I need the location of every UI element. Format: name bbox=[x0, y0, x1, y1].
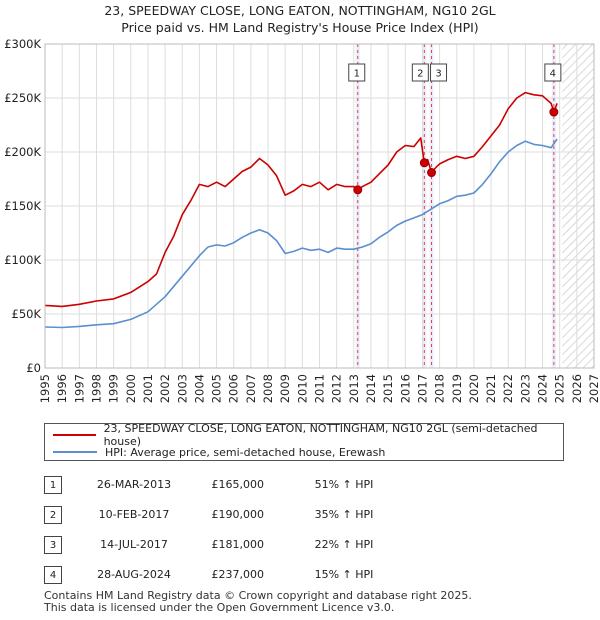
marker-label-box bbox=[348, 63, 366, 82]
x-tick-label: 1995 bbox=[38, 374, 52, 403]
x-tick-label: 2012 bbox=[330, 374, 344, 403]
marker-label-text: 2 bbox=[417, 69, 423, 80]
legend-property-label: 23, SPEEDWAY CLOSE, LONG EATON, NOTTINGH… bbox=[103, 422, 538, 448]
transaction-hpi: 51% ↑ HPI bbox=[314, 478, 374, 491]
transaction-number: 2 bbox=[44, 506, 62, 524]
y-tick-label: £300K bbox=[4, 37, 41, 51]
marker-label-text: 1 bbox=[354, 69, 360, 80]
marker-label-1: 1 bbox=[348, 63, 366, 82]
x-tick-label: 2015 bbox=[381, 374, 395, 403]
sale-point bbox=[427, 168, 437, 178]
x-tick-label: 2019 bbox=[450, 374, 464, 403]
transaction-number: 4 bbox=[44, 566, 62, 584]
y-tick-label: £50K bbox=[12, 307, 42, 321]
sale-point bbox=[419, 158, 429, 168]
footer-line-1: Contains HM Land Registry data © Crown c… bbox=[44, 589, 472, 602]
legend: 23, SPEEDWAY CLOSE, LONG EATON, NOTTINGH… bbox=[44, 422, 564, 461]
transaction-number: 1 bbox=[44, 476, 62, 494]
sale-point bbox=[549, 107, 559, 117]
footer-line-2: This data is licensed under the Open Gov… bbox=[44, 601, 395, 614]
x-tick-label: 2009 bbox=[278, 374, 292, 403]
y-tick-label: £0 bbox=[26, 361, 41, 375]
x-tick-label: 2008 bbox=[261, 374, 275, 403]
table-row: 4 28-AUG-2024 £237,000 15% ↑ HPI bbox=[44, 566, 444, 586]
x-tick-label: 1998 bbox=[89, 374, 103, 403]
marker-label-box bbox=[430, 63, 448, 82]
x-tick-label: 2025 bbox=[553, 374, 567, 403]
y-tick-label: £200K bbox=[4, 145, 41, 159]
x-tick-label: 2026 bbox=[570, 374, 584, 403]
x-tick-label: 2016 bbox=[398, 374, 412, 403]
transaction-price: £237,000 bbox=[211, 568, 265, 581]
marker-label-box bbox=[544, 63, 562, 82]
x-tick-label: 2006 bbox=[227, 374, 241, 403]
title-line-1: 23, SPEEDWAY CLOSE, LONG EATON, NOTTINGH… bbox=[104, 3, 496, 18]
transaction-date: 26-MAR-2013 bbox=[96, 478, 172, 491]
transaction-price: £165,000 bbox=[211, 478, 265, 491]
x-tick-label: 2003 bbox=[175, 374, 189, 403]
transaction-date: 14-JUL-2017 bbox=[100, 538, 168, 551]
legend-item-hpi: HPI: Average price, semi-detached house,… bbox=[53, 444, 385, 460]
x-tick-label: 2027 bbox=[587, 374, 600, 403]
transaction-hpi: 15% ↑ HPI bbox=[314, 568, 374, 581]
y-tick-label: £100K bbox=[4, 253, 41, 267]
table-row: 2 10-FEB-2017 £190,000 35% ↑ HPI bbox=[44, 506, 444, 526]
x-tick-label: 2001 bbox=[141, 374, 155, 403]
x-tick-label: 2018 bbox=[433, 374, 447, 403]
transaction-hpi: 22% ↑ HPI bbox=[314, 538, 374, 551]
sale-point bbox=[353, 185, 363, 195]
transaction-number: 3 bbox=[44, 536, 62, 554]
x-tick-label: 2017 bbox=[415, 374, 429, 403]
transaction-date: 10-FEB-2017 bbox=[98, 508, 170, 521]
marker-label-3: 3 bbox=[430, 63, 448, 82]
x-tick-label: 2023 bbox=[518, 374, 532, 403]
transaction-date: 28-AUG-2024 bbox=[97, 568, 171, 581]
legend-hpi-label: HPI: Average price, semi-detached house,… bbox=[105, 445, 386, 459]
x-tick-label: 2004 bbox=[192, 374, 206, 403]
x-tick-label: 1997 bbox=[72, 374, 86, 403]
x-tick-label: 2010 bbox=[295, 374, 309, 403]
footer: Contains HM Land Registry data © Crown c… bbox=[44, 590, 472, 614]
x-tick-label: 2021 bbox=[484, 374, 498, 403]
transaction-price: £181,000 bbox=[211, 538, 265, 551]
legend-hpi-swatch bbox=[53, 451, 97, 453]
y-tick-label: £250K bbox=[4, 91, 41, 105]
x-tick-label: 2011 bbox=[313, 374, 327, 403]
x-tick-label: 1999 bbox=[107, 374, 121, 403]
x-tick-label: 2024 bbox=[536, 374, 550, 403]
plot-border bbox=[44, 43, 595, 369]
transaction-price: £190,000 bbox=[211, 508, 265, 521]
marker-label-box bbox=[411, 63, 429, 82]
title-line-2: Price paid vs. HM Land Registry's House … bbox=[121, 20, 479, 35]
table-row: 1 26-MAR-2013 £165,000 51% ↑ HPI bbox=[44, 476, 444, 496]
x-tick-label: 2007 bbox=[244, 374, 258, 403]
marker-label-4: 4 bbox=[544, 63, 562, 82]
x-tick-label: 2005 bbox=[210, 374, 224, 403]
chart-title: 23, SPEEDWAY CLOSE, LONG EATON, NOTTINGH… bbox=[0, 2, 600, 36]
x-tick-label: 1996 bbox=[55, 374, 69, 403]
legend-property-swatch bbox=[53, 434, 96, 436]
x-tick-label: 2013 bbox=[347, 374, 361, 403]
x-tick-label: 2020 bbox=[467, 374, 481, 403]
marker-label-2: 2 bbox=[411, 63, 429, 82]
table-row: 3 14-JUL-2017 £181,000 22% ↑ HPI bbox=[44, 536, 444, 556]
y-tick-label: £150K bbox=[4, 199, 41, 213]
marker-label-text: 4 bbox=[550, 69, 556, 80]
x-tick-label: 2002 bbox=[158, 374, 172, 403]
x-tick-label: 2022 bbox=[501, 374, 515, 403]
marker-label-text: 3 bbox=[435, 69, 441, 80]
legend-item-property: 23, SPEEDWAY CLOSE, LONG EATON, NOTTINGH… bbox=[53, 422, 563, 448]
transaction-hpi: 35% ↑ HPI bbox=[314, 508, 374, 521]
x-tick-label: 2000 bbox=[124, 374, 138, 403]
property-price-line bbox=[44, 91, 558, 308]
x-tick-label: 2014 bbox=[364, 374, 378, 403]
hpi-line bbox=[44, 138, 558, 329]
